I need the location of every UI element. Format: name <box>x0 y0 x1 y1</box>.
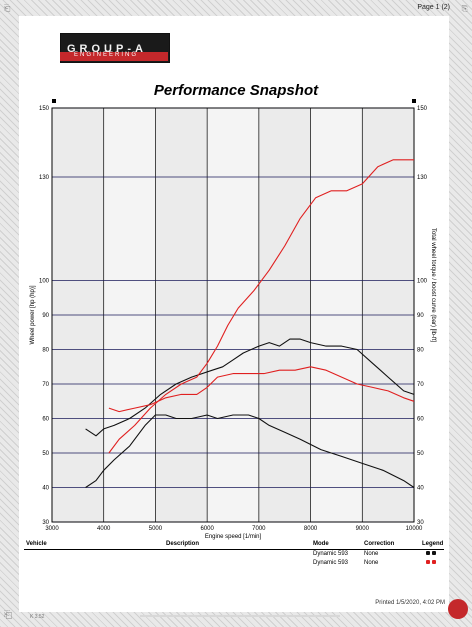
x-axis-label: Engine speed [1/min] <box>205 534 262 540</box>
legend-table: Vehicle Description Mode Correction Lege… <box>24 540 444 568</box>
x-tick-label: 6000 <box>200 526 214 532</box>
chart-title: Performance Snapshot <box>153 82 319 99</box>
logo-subtitle-bar: ENGINEERING <box>60 52 168 61</box>
document-icon: ⎗ <box>4 610 12 621</box>
header-vehicle: Vehicle <box>26 541 47 547</box>
left-axis-marker <box>52 99 56 103</box>
y-tick-label-left: 40 <box>42 486 49 492</box>
y-tick-label-left: 130 <box>39 175 50 181</box>
series-line <box>85 414 415 488</box>
legend-swatch-red <box>426 560 438 566</box>
legend-row: Dynamic 593 None <box>24 559 444 568</box>
legend-swatch-black <box>426 551 438 557</box>
y-tick-label-left: 60 <box>42 417 49 423</box>
footer-divider <box>140 615 340 617</box>
x-tick-label: 4000 <box>97 526 111 532</box>
y-tick-label-right: 150 <box>417 106 428 112</box>
y-tick-label-right: 30 <box>417 520 424 526</box>
back-icon[interactable]: ⎗ <box>4 4 11 13</box>
x-tick-label: 7000 <box>252 526 266 532</box>
y-tick-label-right: 130 <box>417 175 428 181</box>
y-tick-label-left: 80 <box>42 348 49 354</box>
y-tick-label-left: 100 <box>39 279 50 285</box>
brand-badge-icon <box>448 599 468 619</box>
row-mode: Dynamic 593 <box>313 551 349 557</box>
row-correction: None <box>364 551 379 557</box>
expand-icon[interactable]: ⎘ <box>461 4 468 13</box>
page-number: Page 1 (2) <box>417 4 450 11</box>
header-mode: Mode <box>313 541 329 547</box>
y-tick-label-right: 40 <box>417 486 424 492</box>
x-tick-label: 8000 <box>304 526 318 532</box>
y-tick-label-left: 30 <box>42 520 49 526</box>
header-correction: Correction <box>364 541 395 547</box>
logo-subtitle: ENGINEERING <box>74 52 139 58</box>
printed-timestamp: Printed 1/5/2020, 4:02 PM <box>375 600 445 606</box>
y-tick-label-right: 90 <box>417 313 424 319</box>
right-axis-marker <box>412 99 416 103</box>
y-tick-label-right: 50 <box>417 451 424 457</box>
series-line <box>85 338 415 437</box>
y-tick-label-left: 90 <box>42 313 49 319</box>
y-tick-label-right: 100 <box>417 279 428 285</box>
plot-frame <box>51 107 415 523</box>
x-tick-label: 9000 <box>356 526 370 532</box>
y-tick-label-right: 60 <box>417 417 424 423</box>
x-tick-label: 3000 <box>45 526 59 532</box>
y-tick-label-left: 50 <box>42 451 49 457</box>
y-axis-label-right: Total wheel torque / boost curve (bar) [… <box>430 228 436 342</box>
x-tick-label: 5000 <box>149 526 163 532</box>
x-tick-label: 10000 <box>406 526 423 532</box>
company-logo: GROUP-A ENGINEERING <box>60 27 170 65</box>
footer-version: K 3.52 <box>30 614 45 620</box>
y-tick-label-right: 70 <box>417 382 424 388</box>
header-legend: Legend <box>422 541 444 547</box>
y-axis-label-left: Wheel power [hp (hp)] <box>30 285 36 344</box>
header-description: Description <box>166 541 200 547</box>
legend-table-header: Vehicle Description Mode Correction Lege… <box>24 540 444 550</box>
y-tick-label-left: 150 <box>39 106 50 112</box>
row-mode: Dynamic 593 <box>313 560 349 566</box>
series-line <box>108 366 415 413</box>
row-correction: None <box>364 560 379 566</box>
legend-row: Dynamic 593 None <box>24 550 444 559</box>
y-tick-label-left: 70 <box>42 382 49 388</box>
y-tick-label-right: 80 <box>417 348 424 354</box>
